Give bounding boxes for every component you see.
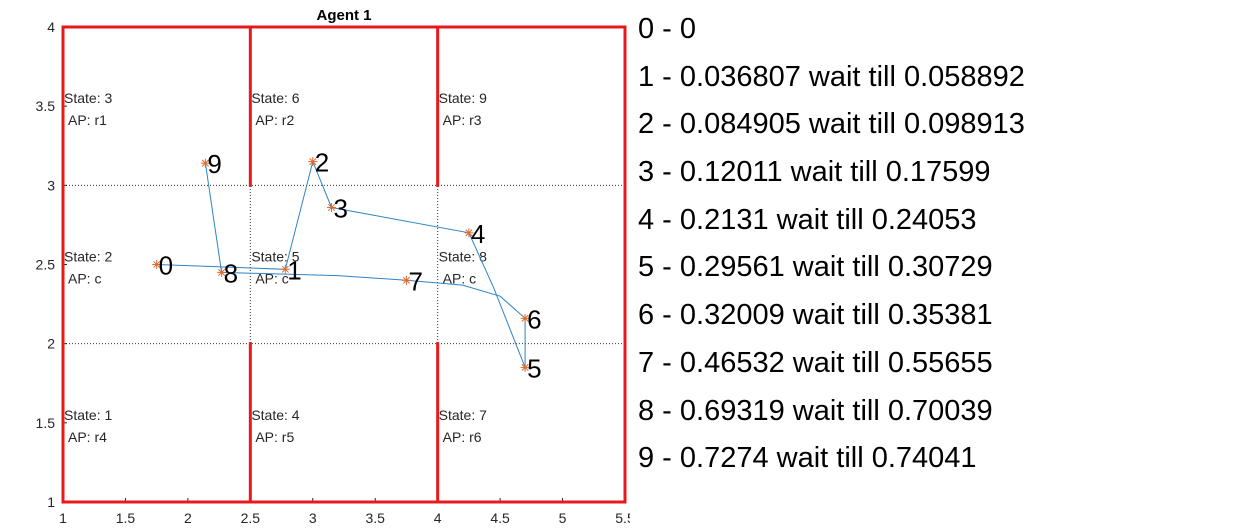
x-tick-label: 5: [559, 510, 567, 526]
y-tick-label: 4: [47, 19, 55, 35]
ap-label: AP: c: [68, 271, 101, 287]
y-tick-label: 3.5: [36, 98, 56, 114]
state-label: State: 1: [64, 407, 112, 423]
state-labels: State: 3 AP: r1 State: 6 AP: r2 State: 9 AP: …: [64, 90, 487, 445]
legend-entry: 7 - 0.46532 wait till 0.55655: [638, 346, 993, 379]
x-tick-label: 3.5: [365, 510, 385, 526]
legend-entry: 9 - 0.7274 wait till 0.74041: [638, 442, 977, 475]
y-tick-label: 1.5: [36, 415, 56, 431]
marker-stroke: [465, 229, 473, 237]
x-tick-label: 2: [184, 510, 192, 526]
legend-entry: 1 - 0.036807 wait till 0.058892: [638, 60, 1025, 93]
waypoint-marker: [200, 158, 210, 168]
waypoint-marker: [217, 267, 227, 277]
ap-label: AP: c: [443, 271, 476, 287]
marker-stroke: [521, 363, 529, 371]
state-label: State: 8: [439, 249, 487, 265]
state-label: State: 6: [251, 90, 299, 106]
waypoint-marker: [520, 313, 530, 323]
marker-stroke: [218, 268, 226, 276]
state-label: State: 9: [439, 90, 487, 106]
ap-label: AP: r1: [68, 112, 107, 128]
marker-stroke: [201, 159, 209, 167]
x-tick-label: 5.5: [615, 510, 630, 526]
waypoint-label: 0: [159, 251, 173, 281]
y-tick-label: 2: [47, 336, 55, 352]
ap-label: AP: r5: [255, 429, 294, 445]
chart-title: Agent 1: [316, 7, 371, 24]
waypoint-marker: [401, 275, 411, 285]
waypoint-label: 8: [224, 258, 238, 288]
ap-label: AP: r6: [443, 429, 482, 445]
waypoint-marker: [280, 264, 290, 274]
y-tick-label: 1: [47, 494, 55, 510]
legend-entry: 2 - 0.084905 wait till 0.098913: [638, 108, 1025, 141]
ap-label: AP: c: [255, 271, 288, 287]
state-label: State: 3: [64, 90, 112, 106]
state-label: State: 7: [439, 407, 487, 423]
trajectory-line: [156, 160, 526, 368]
marker-stroke: [327, 203, 336, 212]
waypoint-label: 5: [527, 353, 541, 383]
walls: [61, 25, 627, 504]
waypoint-label: 9: [207, 149, 221, 179]
grid-lines: [63, 27, 625, 502]
agent-plot: Agent 1 1 1.5 2 2.5 3 3.5 4 4.5 5 5.5 1 1.5 2 2.5 3 3.5…: [36, 7, 630, 526]
axis-ticks: 1 1.5 2 2.5 3 3.5 4 4.5 5 5.5 1 1.5 2 2.5 3 3.5 4: [36, 19, 630, 526]
legend-entry: 8 - 0.69319 wait till 0.70039: [638, 394, 993, 427]
waypoint-label: 6: [527, 304, 541, 334]
waypoint-timing-list: 0 - 0 1 - 0.036807 wait till 0.058892 2 - …: [638, 6, 1025, 483]
waypoint-marker: [520, 362, 530, 372]
ap-label: AP: r4: [68, 429, 107, 445]
waypoint-label: 3: [334, 194, 348, 224]
marker-stroke: [402, 276, 410, 284]
marker-stroke: [309, 158, 317, 166]
legend-entry: 3 - 0.12011 wait till 0.17599: [638, 156, 991, 189]
waypoint-marker: [152, 260, 162, 269]
ap-label: AP: r2: [255, 112, 294, 128]
legend-entry: 5 - 0.29561 wait till 0.30729: [638, 251, 993, 284]
waypoint-label: 2: [315, 148, 329, 178]
state-label: State: 2: [64, 249, 112, 265]
trajectory: [156, 160, 526, 368]
waypoint-marker: [464, 228, 474, 238]
legend-entry: 0 - 0: [638, 13, 697, 45]
y-tick-label: 2.5: [36, 257, 56, 273]
marker-stroke: [521, 314, 529, 322]
waypoint-marker: [308, 157, 318, 167]
ap-label: AP: r3: [443, 112, 482, 128]
x-tick-label: 1: [59, 510, 67, 526]
x-tick-label: 3: [309, 510, 317, 526]
x-tick-label: 4.5: [490, 510, 510, 526]
state-label: State: 4: [251, 407, 299, 423]
x-tick-label: 4: [434, 510, 442, 526]
waypoint-marker: [327, 203, 337, 212]
x-tick-label: 1.5: [116, 510, 136, 526]
legend-entry: 4 - 0.2131 wait till 0.24053: [638, 203, 977, 236]
marker-stroke: [153, 260, 161, 269]
waypoint-label: 7: [408, 266, 422, 296]
waypoint-label: 4: [471, 219, 485, 249]
x-tick-label: 2.5: [241, 510, 261, 526]
marker-stroke: [281, 265, 289, 273]
legend-entry: 6 - 0.32009 wait till 0.35381: [638, 299, 993, 332]
waypoint-label: 1: [287, 255, 301, 285]
y-tick-label: 3: [47, 177, 55, 193]
